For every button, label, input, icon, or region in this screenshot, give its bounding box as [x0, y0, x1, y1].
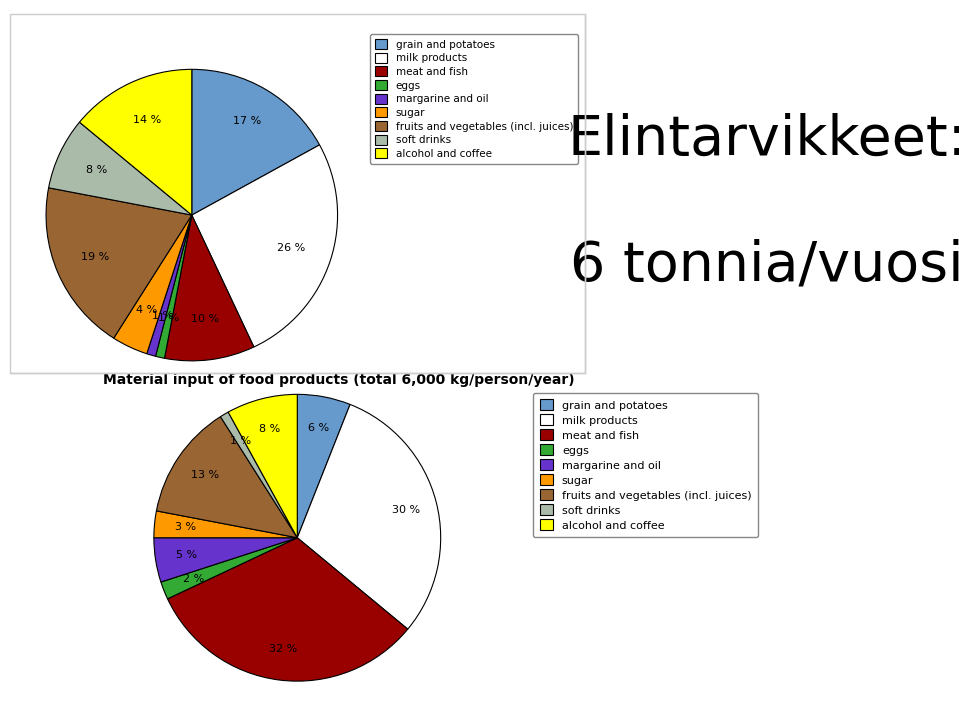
Legend: grain and potatoes, milk products, meat and fish, eggs, margarine and oil, sugar: grain and potatoes, milk products, meat … [369, 34, 578, 164]
Wedge shape [161, 538, 297, 599]
Wedge shape [192, 70, 319, 215]
Text: 6 %: 6 % [308, 423, 329, 433]
Text: 14 %: 14 % [133, 115, 161, 125]
Wedge shape [228, 394, 297, 538]
Wedge shape [80, 70, 192, 215]
Text: Elintarvikkeet:: Elintarvikkeet: [568, 113, 959, 167]
Legend: grain and potatoes, milk products, meat and fish, eggs, margarine and oil, sugar: grain and potatoes, milk products, meat … [533, 393, 759, 537]
Text: 1 %: 1 % [230, 437, 251, 447]
Wedge shape [46, 188, 192, 338]
Text: 2 %: 2 % [182, 574, 204, 584]
Text: 19 %: 19 % [82, 252, 109, 262]
Text: 3 %: 3 % [175, 522, 197, 532]
Wedge shape [221, 412, 297, 538]
Wedge shape [147, 215, 192, 356]
Wedge shape [153, 511, 297, 538]
Wedge shape [49, 122, 192, 215]
Text: 8 %: 8 % [86, 166, 107, 176]
Wedge shape [114, 215, 192, 353]
Text: 17 %: 17 % [233, 116, 262, 126]
Text: Material input of food products (total 6,000 kg/person/year): Material input of food products (total 6… [103, 373, 574, 387]
Wedge shape [168, 538, 408, 681]
Wedge shape [156, 417, 297, 538]
Text: 13 %: 13 % [191, 470, 219, 480]
Text: 1 %: 1 % [152, 311, 173, 321]
Wedge shape [153, 538, 297, 582]
Text: 26 %: 26 % [277, 242, 306, 252]
Wedge shape [192, 145, 338, 347]
Wedge shape [155, 215, 192, 358]
Text: 8 %: 8 % [259, 424, 280, 435]
Text: 5 %: 5 % [176, 550, 198, 560]
Wedge shape [165, 215, 254, 361]
Text: 4 %: 4 % [136, 305, 157, 315]
Text: 10 %: 10 % [191, 314, 219, 324]
Wedge shape [297, 404, 441, 629]
Wedge shape [297, 394, 350, 538]
Text: 6 tonnia/vuosi: 6 tonnia/vuosi [571, 238, 959, 293]
Text: 30 %: 30 % [391, 505, 420, 515]
Text: 32 %: 32 % [269, 644, 297, 654]
Text: 1 %: 1 % [158, 313, 179, 323]
